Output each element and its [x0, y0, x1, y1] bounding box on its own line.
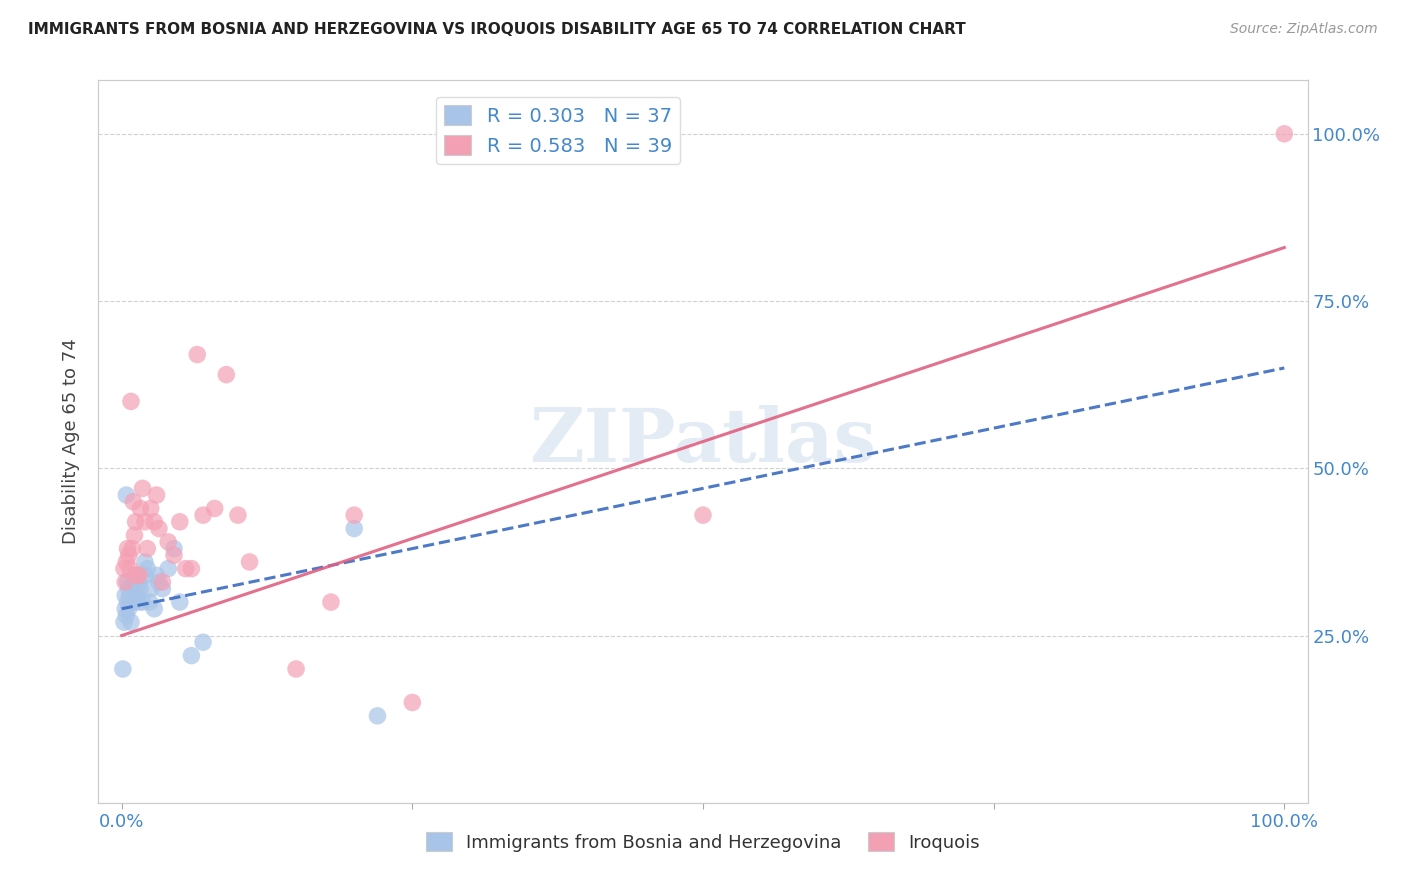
Point — [120, 394, 142, 409]
Point — [139, 582, 162, 596]
Point — [117, 541, 139, 556]
Point — [204, 501, 226, 516]
Point — [191, 635, 214, 649]
Point — [174, 562, 197, 576]
Point — [1272, 127, 1295, 141]
Point — [157, 534, 180, 549]
Point — [125, 589, 148, 603]
Point — [136, 541, 159, 556]
Point — [319, 595, 342, 609]
Point — [125, 568, 148, 582]
Point — [111, 662, 134, 676]
Point — [134, 515, 156, 529]
Point — [124, 582, 146, 596]
Point — [239, 555, 262, 569]
Point — [131, 482, 153, 496]
Point — [122, 494, 145, 508]
Text: Source: ZipAtlas.com: Source: ZipAtlas.com — [1230, 22, 1378, 37]
Point — [124, 528, 146, 542]
Point — [134, 555, 156, 569]
Text: IMMIGRANTS FROM BOSNIA AND HERZEGOVINA VS IROQUOIS DISABILITY AGE 65 TO 74 CORRE: IMMIGRANTS FROM BOSNIA AND HERZEGOVINA V… — [28, 22, 966, 37]
Point — [143, 515, 166, 529]
Point — [127, 595, 149, 609]
Point — [112, 562, 135, 576]
Point — [148, 521, 170, 535]
Point — [692, 508, 714, 523]
Point — [114, 575, 136, 590]
Point — [145, 568, 167, 582]
Legend: Immigrants from Bosnia and Herzegovina, Iroquois: Immigrants from Bosnia and Herzegovina, … — [419, 825, 987, 859]
Point — [169, 595, 191, 609]
Point — [121, 595, 143, 609]
Point — [169, 515, 191, 529]
Point — [117, 575, 139, 590]
Point — [128, 575, 150, 590]
Point — [180, 562, 202, 576]
Point — [118, 582, 141, 596]
Point — [118, 562, 141, 576]
Point — [150, 575, 173, 590]
Point — [148, 575, 170, 590]
Point — [285, 662, 308, 676]
Point — [117, 595, 139, 609]
Point — [215, 368, 238, 382]
Point — [118, 589, 141, 603]
Y-axis label: Disability Age 65 to 74: Disability Age 65 to 74 — [62, 339, 80, 544]
Point — [131, 595, 153, 609]
Point — [139, 501, 162, 516]
Point — [145, 488, 167, 502]
Point — [115, 608, 138, 623]
Point — [136, 562, 159, 576]
Point — [180, 648, 202, 663]
Point — [121, 541, 143, 556]
Point — [129, 582, 152, 596]
Point — [114, 602, 136, 616]
Point — [226, 508, 249, 523]
Point — [138, 595, 160, 609]
Point — [128, 568, 150, 582]
Point — [150, 582, 173, 596]
Point — [163, 548, 186, 563]
Point — [124, 568, 146, 582]
Point — [118, 602, 141, 616]
Point — [157, 562, 180, 576]
Point — [118, 548, 141, 563]
Point — [163, 541, 186, 556]
Point — [129, 501, 152, 516]
Point — [124, 515, 146, 529]
Point — [112, 615, 135, 630]
Point — [186, 348, 208, 362]
Point — [191, 508, 214, 523]
Point — [122, 575, 145, 590]
Point — [115, 555, 138, 569]
Point — [120, 615, 142, 630]
Point — [343, 521, 366, 535]
Point — [401, 696, 423, 710]
Point — [143, 602, 166, 616]
Text: ZIPatlas: ZIPatlas — [530, 405, 876, 478]
Point — [134, 568, 156, 582]
Point — [114, 589, 136, 603]
Point — [115, 488, 138, 502]
Point — [343, 508, 366, 523]
Point — [366, 708, 388, 723]
